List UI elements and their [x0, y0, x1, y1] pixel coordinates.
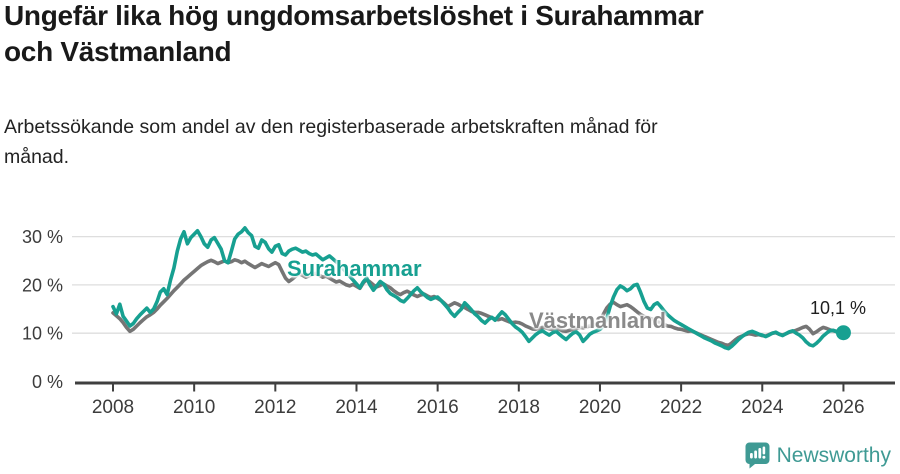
- x-tick-label-2020: 2020: [579, 397, 621, 418]
- newsworthy-logo-icon: [745, 442, 770, 469]
- series-label-vastmanland: Västmanland: [529, 308, 666, 333]
- x-axis-labels: 2008 2010 2012 2014 2016 2018 2020 2022 2024 2026: [92, 397, 865, 418]
- series-lines: [111, 226, 851, 351]
- logo-bar-1: [749, 453, 753, 459]
- logo-exclamation-bar: [762, 446, 765, 455]
- chart-subtitle: Arbetssökande som andel av den registerb…: [4, 116, 658, 169]
- newsworthy-brand-text: Newsworthy: [776, 443, 891, 467]
- logo-bar-3: [758, 448, 761, 459]
- series-line-vstmanland: [111, 257, 846, 348]
- series-line-surahammar: [111, 226, 846, 351]
- end-value-annotation: 10,1 %: [810, 298, 867, 318]
- series-label-surahammar: Surahammar: [287, 256, 422, 281]
- x-tick-label-2016: 2016: [416, 397, 458, 418]
- y-tick-label-30: 30 %: [22, 227, 63, 247]
- x-axis: [75, 381, 895, 392]
- x-tick-label-2024: 2024: [741, 397, 784, 418]
- x-tick-label-2022: 2022: [660, 397, 702, 418]
- end-point-dot: [835, 325, 851, 341]
- y-tick-label-0: 0 %: [32, 372, 63, 392]
- logo-exclamation-dot: [762, 455, 766, 459]
- newsworthy-attribution[interactable]: Newsworthy: [745, 442, 891, 469]
- y-tick-label-10: 10 %: [22, 324, 63, 344]
- x-tick-label-2014: 2014: [335, 397, 378, 418]
- y-tick-label-20: 20 %: [22, 275, 63, 295]
- x-tick-label-2012: 2012: [254, 397, 296, 418]
- y-axis-labels: 0 % 10 % 20 % 30 %: [22, 227, 63, 392]
- x-tick-label-2008: 2008: [92, 397, 134, 418]
- x-tick-label-2018: 2018: [498, 397, 540, 418]
- chart-title: Ungefär lika hög ungdomsarbetslöshet i S…: [4, 0, 704, 68]
- x-tick-label-2010: 2010: [173, 397, 215, 418]
- logo-bubble-shape: [745, 442, 770, 469]
- logo-bar-2: [753, 450, 757, 459]
- x-tick-label-2026: 2026: [822, 397, 864, 418]
- gridlines: [72, 235, 895, 334]
